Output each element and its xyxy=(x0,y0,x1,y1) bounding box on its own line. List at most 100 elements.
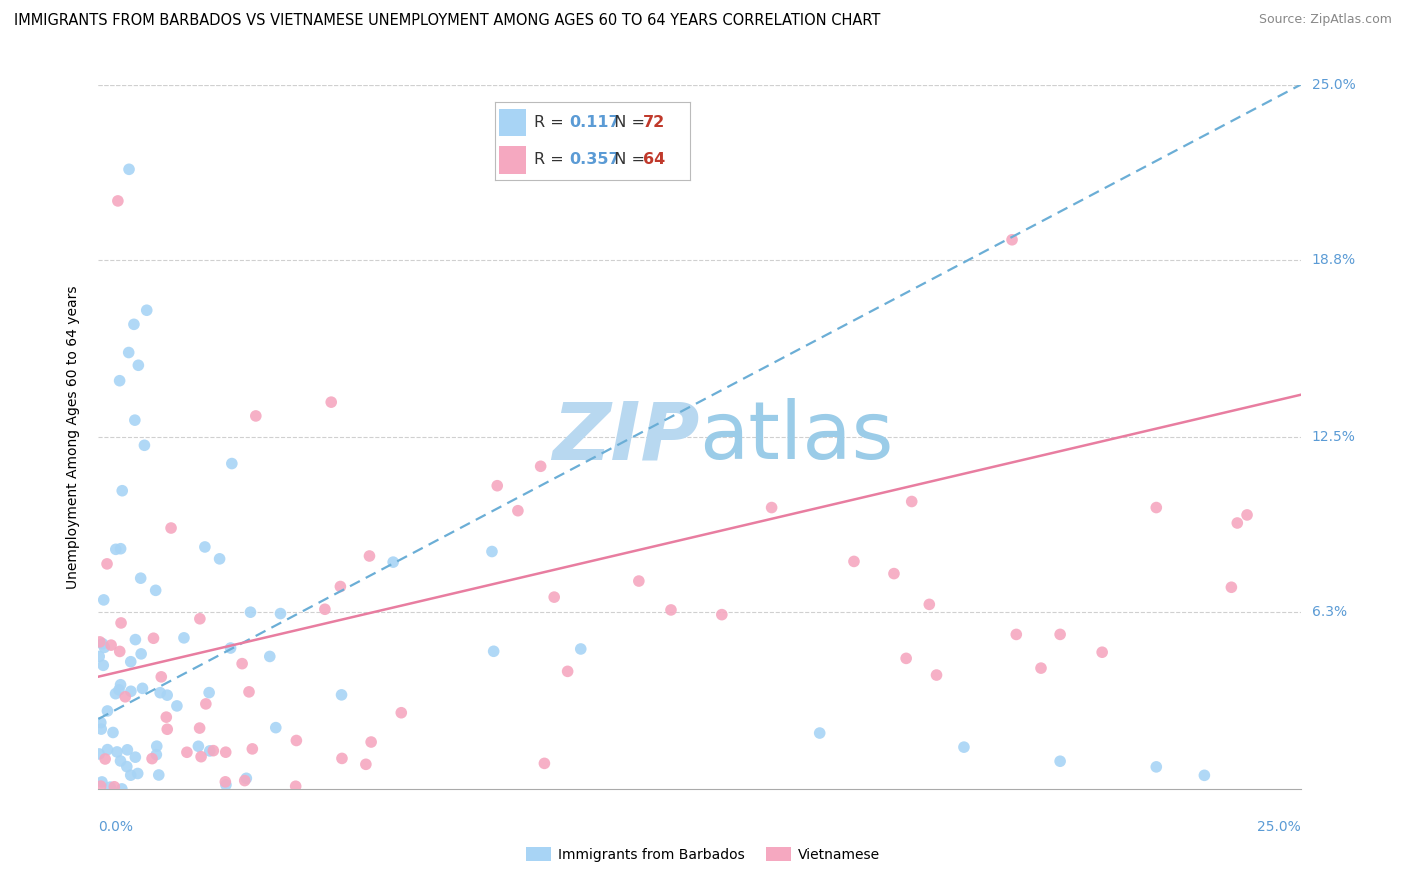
Point xyxy=(321,395,343,409)
Text: 6.3%: 6.3% xyxy=(1312,605,1347,619)
Point xyxy=(569,642,592,657)
Point xyxy=(240,742,263,756)
Point xyxy=(135,303,157,318)
Point xyxy=(166,698,188,713)
Point xyxy=(360,735,382,749)
Point xyxy=(215,778,238,792)
Point xyxy=(129,571,152,585)
Point xyxy=(124,632,146,647)
Point xyxy=(103,780,125,794)
Point xyxy=(89,635,111,649)
Point xyxy=(883,566,905,581)
Text: 25.0%: 25.0% xyxy=(1312,78,1355,92)
Text: 0.117: 0.117 xyxy=(569,115,620,130)
Point xyxy=(120,768,142,782)
Point xyxy=(122,318,145,332)
Point xyxy=(101,725,124,739)
Point xyxy=(93,593,115,607)
Point xyxy=(506,504,529,518)
Point xyxy=(557,665,579,679)
Point xyxy=(108,644,131,658)
Point xyxy=(89,747,111,761)
Point xyxy=(118,162,141,177)
Point xyxy=(194,540,217,554)
Point xyxy=(215,745,238,759)
Point xyxy=(114,690,136,704)
Point xyxy=(1049,754,1071,768)
Point xyxy=(710,607,733,622)
Point xyxy=(110,678,132,692)
Point xyxy=(145,583,167,598)
Text: 25.0%: 25.0% xyxy=(1257,820,1301,834)
Point xyxy=(91,658,114,673)
Point xyxy=(134,438,156,452)
Point xyxy=(1091,645,1114,659)
Point xyxy=(1005,627,1028,641)
Point xyxy=(808,726,831,740)
Point xyxy=(198,744,221,758)
Text: R =: R = xyxy=(534,153,569,167)
Point xyxy=(100,638,122,652)
Point xyxy=(129,647,152,661)
Point xyxy=(194,697,217,711)
Point xyxy=(1144,500,1167,515)
Point xyxy=(1194,768,1216,782)
Point xyxy=(533,756,555,771)
Point xyxy=(104,542,127,557)
Point xyxy=(486,479,509,493)
Point xyxy=(188,612,211,626)
Point xyxy=(627,574,650,588)
Point xyxy=(176,745,198,759)
Point xyxy=(354,757,377,772)
Point xyxy=(382,555,405,569)
Point xyxy=(761,500,783,515)
Point xyxy=(124,413,146,427)
Point xyxy=(1226,516,1249,530)
Point xyxy=(96,704,118,718)
Point xyxy=(219,641,242,656)
Point xyxy=(530,459,553,474)
Point xyxy=(156,688,179,702)
Text: 12.5%: 12.5% xyxy=(1312,430,1355,444)
Point xyxy=(127,766,149,780)
Point xyxy=(90,722,112,736)
Point xyxy=(105,745,128,759)
Point xyxy=(120,684,142,698)
Text: R =: R = xyxy=(534,115,569,130)
Point xyxy=(156,723,179,737)
Point xyxy=(117,743,139,757)
Point xyxy=(359,549,381,563)
Point xyxy=(89,649,111,664)
Point xyxy=(90,779,112,793)
Point xyxy=(221,457,243,471)
Point xyxy=(145,747,167,762)
Point xyxy=(120,655,142,669)
Point xyxy=(187,739,209,754)
Point xyxy=(1049,627,1071,641)
Text: atlas: atlas xyxy=(699,398,894,476)
Point xyxy=(482,644,505,658)
Point xyxy=(239,605,262,619)
Point xyxy=(314,602,336,616)
Point xyxy=(110,754,132,768)
Text: 0.357: 0.357 xyxy=(569,153,620,167)
Point xyxy=(90,775,112,789)
Text: N =: N = xyxy=(605,115,651,130)
Point xyxy=(111,781,134,796)
Point xyxy=(107,194,129,208)
Point xyxy=(894,651,917,665)
Point xyxy=(145,739,167,754)
Point xyxy=(98,780,121,794)
FancyBboxPatch shape xyxy=(499,109,526,136)
Point xyxy=(190,749,212,764)
Point xyxy=(202,744,225,758)
Y-axis label: Unemployment Among Ages 60 to 64 years: Unemployment Among Ages 60 to 64 years xyxy=(66,285,80,589)
Point xyxy=(148,768,170,782)
Point xyxy=(131,681,153,696)
Point xyxy=(208,552,231,566)
Point xyxy=(150,670,173,684)
Point xyxy=(110,541,132,556)
Point xyxy=(285,733,308,747)
Point xyxy=(160,521,183,535)
Point xyxy=(900,494,922,508)
